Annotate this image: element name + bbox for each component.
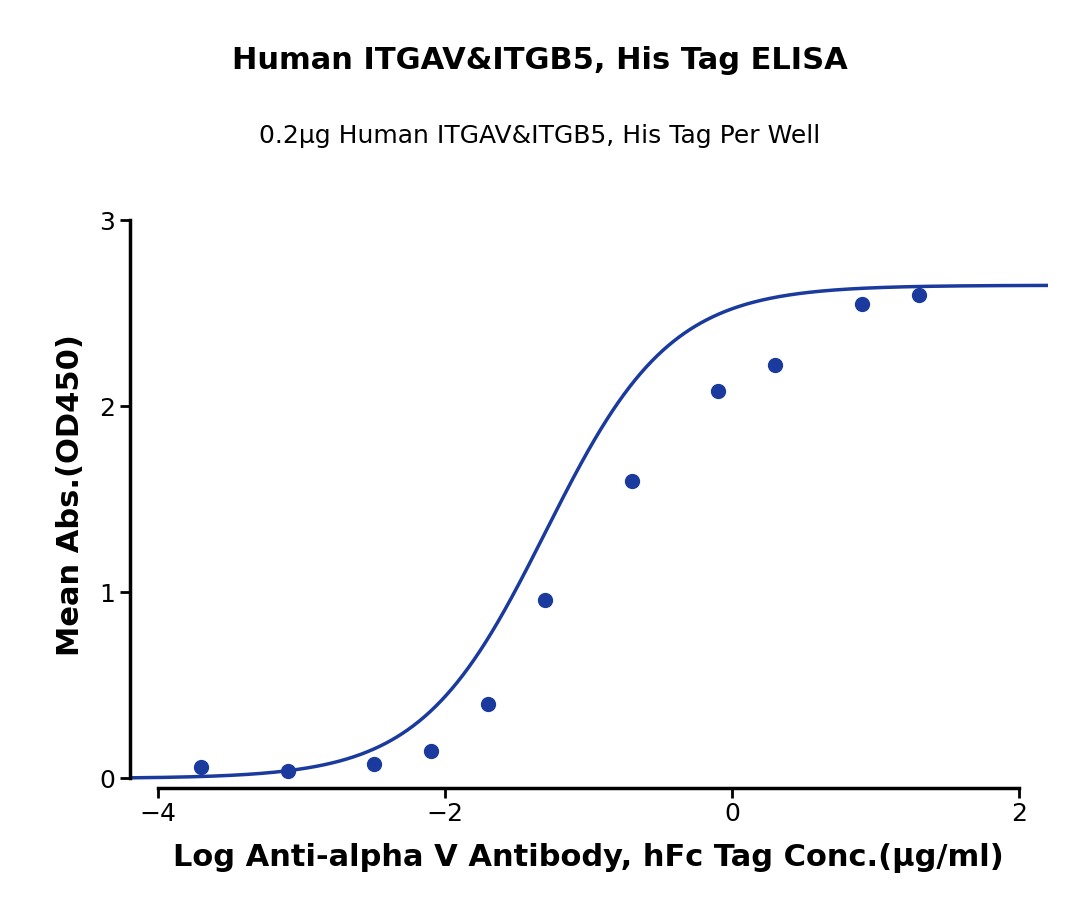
Point (422, 743, 440, 758)
Point (279, 764, 296, 779)
Point (365, 757, 382, 771)
Text: 0.2μg Human ITGAV&ITGB5, His Tag Per Well: 0.2μg Human ITGAV&ITGB5, His Tag Per Wel… (259, 124, 821, 147)
Point (710, 384, 727, 398)
Point (480, 697, 497, 712)
Point (623, 474, 640, 488)
Point (853, 297, 870, 311)
Y-axis label: Mean Abs.(OD450): Mean Abs.(OD450) (56, 333, 85, 656)
Point (537, 593, 554, 607)
Text: Human ITGAV&ITGB5, His Tag ELISA: Human ITGAV&ITGB5, His Tag ELISA (232, 46, 848, 75)
X-axis label: Log Anti-alpha V Antibody, hFc Tag Conc.(μg/ml): Log Anti-alpha V Antibody, hFc Tag Conc.… (173, 843, 1004, 873)
Point (193, 760, 211, 775)
Point (910, 288, 928, 302)
Point (767, 358, 784, 373)
